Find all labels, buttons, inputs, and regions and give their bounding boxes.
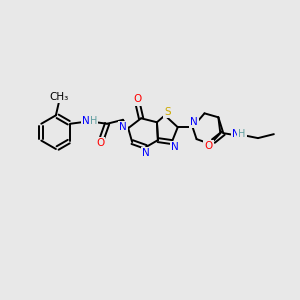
Text: N: N xyxy=(119,122,127,132)
Text: O: O xyxy=(133,94,141,104)
Text: N: N xyxy=(190,117,197,127)
Text: N: N xyxy=(142,148,150,158)
Text: N: N xyxy=(82,116,90,126)
Text: O: O xyxy=(204,141,213,151)
Text: N: N xyxy=(171,142,178,152)
Text: S: S xyxy=(164,107,171,117)
Text: H: H xyxy=(90,116,97,126)
Text: H: H xyxy=(238,129,246,139)
Text: O: O xyxy=(96,138,104,148)
Text: H: H xyxy=(87,117,94,127)
Text: N: N xyxy=(232,129,240,139)
Text: CH₃: CH₃ xyxy=(49,92,68,101)
